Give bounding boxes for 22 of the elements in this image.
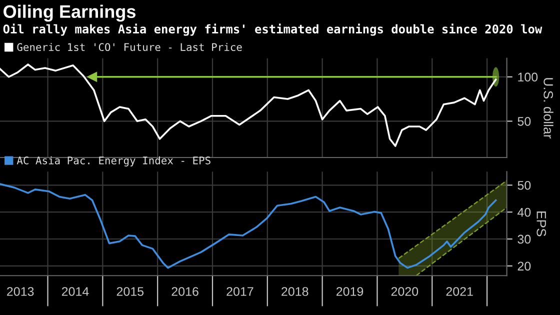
y-axis-title: EPS (536, 212, 546, 236)
y-tick-label: 100 (518, 72, 538, 82)
x-tick-label: 2021 (446, 287, 473, 296)
legend-label: AC Asia Pac. Energy Index - EPS (16, 156, 210, 166)
x-tick-label: 2013 (7, 287, 34, 296)
x-tick-label: 2020 (391, 287, 418, 296)
y-tick-label: 20 (518, 262, 531, 271)
y-axis-title: U.S. dollar (544, 78, 554, 138)
x-tick-label: 2018 (282, 287, 308, 296)
chart-subtitle: Oil rally makes Asia energy firms' estimated earnings double since 2020 low (3, 24, 542, 36)
x-tick-label: 2019 (336, 287, 364, 296)
y-tick-label: 50 (518, 180, 531, 190)
x-tick-label: 2017 (226, 287, 254, 296)
y-tick-label: 40 (518, 208, 531, 217)
legend-label: Generic 1st 'CO' Future - Last Price (17, 42, 242, 52)
y-tick-label: 50 (518, 116, 531, 126)
x-tick-label: 2016 (172, 287, 198, 296)
x-tick-label: 2014 (62, 287, 89, 296)
y-tick-label: 30 (518, 234, 531, 244)
x-tick-label: 2015 (116, 287, 144, 296)
chart-title: Oiling Earnings (4, 4, 136, 22)
line-series (0, 183, 497, 269)
